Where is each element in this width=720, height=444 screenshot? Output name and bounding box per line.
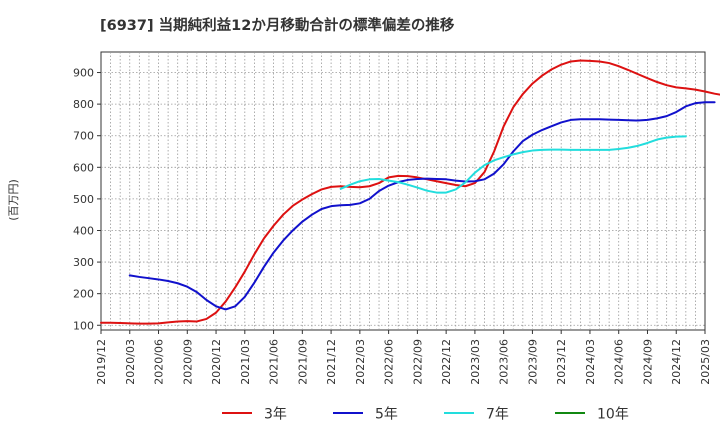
y-tick-label: 300 bbox=[73, 256, 94, 269]
x-tick-label: 2022/12 bbox=[440, 339, 453, 385]
chart-title: [6937] 当期純利益12か月移動合計の標準偏差の推移 bbox=[100, 16, 455, 34]
legend-label-7年: 7年 bbox=[486, 407, 509, 423]
legend: 3年 5年 7年 10年 bbox=[222, 407, 629, 423]
x-tick-label: 2022/06 bbox=[383, 339, 396, 385]
x-tick-label: 2021/09 bbox=[296, 339, 309, 385]
y-tick-label: 900 bbox=[73, 67, 94, 80]
y-tick-label: 200 bbox=[73, 288, 94, 301]
y-tick-label: 800 bbox=[73, 98, 94, 111]
x-tick-label: 2020/09 bbox=[181, 339, 194, 385]
x-tick-label: 2020/06 bbox=[153, 339, 166, 385]
x-tick-label: 2023/09 bbox=[526, 339, 539, 385]
series-lines bbox=[100, 59, 720, 325]
x-tick-label: 2025/03 bbox=[699, 339, 712, 385]
legend-label-5年: 5年 bbox=[375, 407, 398, 423]
x-tick-label: 2020/12 bbox=[210, 339, 223, 385]
x-tick-label: 2024/09 bbox=[641, 339, 654, 385]
x-tick-label: 2023/12 bbox=[555, 339, 568, 385]
x-tick-label: 2023/06 bbox=[498, 339, 511, 385]
series-line-7年 bbox=[339, 135, 687, 194]
plot-area bbox=[100, 51, 706, 331]
y-tick-label: 100 bbox=[73, 319, 94, 332]
x-tick-label: 2019/12 bbox=[95, 339, 108, 385]
x-tick-label: 2024/03 bbox=[584, 339, 597, 385]
series-line-5年 bbox=[128, 101, 716, 311]
legend-label-3年: 3年 bbox=[264, 407, 287, 423]
x-tick-label: 2024/06 bbox=[613, 339, 626, 385]
grid-lines bbox=[101, 52, 705, 330]
x-tick-label: 2021/03 bbox=[239, 339, 252, 385]
y-axis-label: (百万円) bbox=[7, 179, 20, 221]
legend-label-10年: 10年 bbox=[597, 407, 629, 423]
series-line-3年 bbox=[100, 59, 720, 325]
y-tick-label: 700 bbox=[73, 130, 94, 143]
y-tick-label: 500 bbox=[73, 193, 94, 206]
y-tick-label: 400 bbox=[73, 224, 94, 237]
axis-tick-labels: 100 200 300 400 500 600 700 800 900 2019/12 2020/0… bbox=[73, 67, 712, 385]
x-tick-label: 2024/12 bbox=[670, 339, 683, 385]
y-tick-label: 600 bbox=[73, 161, 94, 174]
x-tick-label: 2020/03 bbox=[124, 339, 137, 385]
x-tick-label: 2021/06 bbox=[268, 339, 281, 385]
x-tick-label: 2021/12 bbox=[325, 339, 338, 385]
x-tick-label: 2022/03 bbox=[354, 339, 367, 385]
x-tick-label: 2023/03 bbox=[469, 339, 482, 385]
x-tick-label: 2022/09 bbox=[411, 339, 424, 385]
